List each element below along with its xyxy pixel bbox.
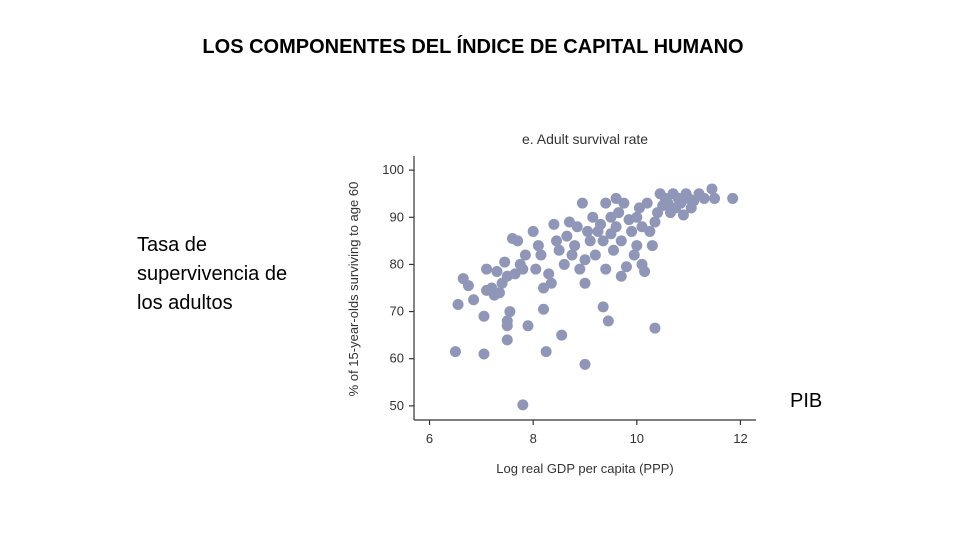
scatter-point <box>706 183 718 195</box>
scatter-point <box>587 211 599 223</box>
scatter-point <box>646 240 658 252</box>
scatter-point <box>649 322 661 334</box>
scatter-point <box>615 270 627 282</box>
scatter-point <box>610 221 622 233</box>
scatter-point <box>615 235 627 247</box>
scatter-point <box>628 249 640 261</box>
scatter-point <box>553 244 565 256</box>
scatter-point <box>641 197 653 209</box>
chart-axes: 50 60 70 80 90 100 6 8 10 12 <box>382 156 756 446</box>
y-tick-label: 70 <box>390 304 404 319</box>
scatter-point <box>522 320 534 332</box>
y-tick-label: 50 <box>390 398 404 413</box>
scatter-point <box>600 197 612 209</box>
scatter-point <box>478 348 490 360</box>
scatter-point <box>566 249 578 261</box>
chart-points <box>449 183 739 411</box>
scatter-point <box>452 299 464 310</box>
scatter-point <box>551 235 562 247</box>
scatter-point <box>499 256 511 268</box>
scatter-point <box>597 301 609 313</box>
x-axis-side-label: PIB <box>790 390 823 412</box>
scatter-point <box>530 263 542 275</box>
scatter-point <box>574 263 586 275</box>
y-tick-label: 100 <box>382 162 404 177</box>
scatter-point <box>649 216 661 228</box>
slide-title: LOS COMPONENTES DEL ÍNDICE DE CAPITAL HU… <box>202 36 744 58</box>
scatter-point <box>631 240 643 252</box>
scatter-point <box>556 329 568 341</box>
scatter-point <box>677 209 689 221</box>
scatter-point <box>579 277 591 289</box>
scatter-point <box>491 266 503 277</box>
scatter-point <box>631 211 643 223</box>
scatter-point <box>527 225 539 237</box>
scatter-point <box>468 294 480 306</box>
scatter-point <box>579 254 591 266</box>
x-tick-label: 6 <box>426 431 433 446</box>
scatter-point <box>449 346 461 358</box>
scatter-point <box>504 306 516 318</box>
scatter-point <box>538 303 550 315</box>
scatter-point <box>569 240 581 252</box>
scatter-point <box>481 263 493 275</box>
scatter-point <box>644 225 656 237</box>
y-tick-label: 60 <box>390 351 404 366</box>
scatter-point <box>727 192 739 204</box>
scatter-point <box>698 192 710 204</box>
scatter-point <box>519 249 531 261</box>
scatter-point <box>597 235 609 247</box>
scatter-point <box>543 268 555 280</box>
scatter-point <box>558 258 570 270</box>
scatter-point <box>501 320 513 332</box>
scatter-point <box>582 225 594 237</box>
scatter-point <box>608 244 619 256</box>
scatter-point <box>595 218 607 230</box>
scatter-point <box>602 315 614 327</box>
scatter-point <box>545 277 557 289</box>
scatter-point <box>639 266 651 277</box>
side-label-line-1: Tasa de <box>137 234 208 256</box>
scatter-point <box>589 249 601 261</box>
scatter-point <box>561 230 573 242</box>
scatter-chart: e. Adult survival rate 50 60 70 80 90 100 6 8 10… <box>346 131 756 476</box>
y-axis-side-label: Tasa de supervivencia de los adultos <box>137 231 287 318</box>
scatter-point <box>462 280 474 292</box>
scatter-point <box>579 358 591 370</box>
scatter-point <box>501 334 513 346</box>
scatter-point <box>478 310 490 322</box>
x-tick-label: 12 <box>733 431 747 446</box>
scatter-point <box>517 263 529 275</box>
scatter-point <box>494 287 505 299</box>
scatter-point <box>618 197 630 209</box>
scatter-point <box>535 249 547 261</box>
scatter-point <box>620 261 632 273</box>
scatter-point <box>548 218 560 230</box>
side-label-line-3: los adultos <box>137 292 233 314</box>
chart-title: e. Adult survival rate <box>522 131 648 147</box>
scatter-point <box>584 235 596 247</box>
scatter-point <box>571 221 583 233</box>
scatter-point <box>600 263 612 275</box>
scatter-point <box>512 235 524 247</box>
scatter-point <box>576 197 588 209</box>
scatter-point <box>613 207 625 219</box>
x-tick-label: 8 <box>530 431 537 446</box>
scatter-point <box>517 399 529 411</box>
scatter-point <box>540 346 552 358</box>
scatter-point <box>532 240 544 252</box>
y-tick-label: 90 <box>390 209 404 224</box>
x-tick-label: 10 <box>630 431 644 446</box>
y-axis-label: % of 15-year-olds surviving to age 60 <box>346 182 361 397</box>
y-tick-label: 80 <box>390 256 404 271</box>
scatter-point <box>626 225 638 237</box>
x-axis-label: Log real GDP per capita (PPP) <box>496 461 674 476</box>
side-label-line-2: supervivencia de <box>137 263 288 285</box>
scatter-point <box>709 192 721 204</box>
